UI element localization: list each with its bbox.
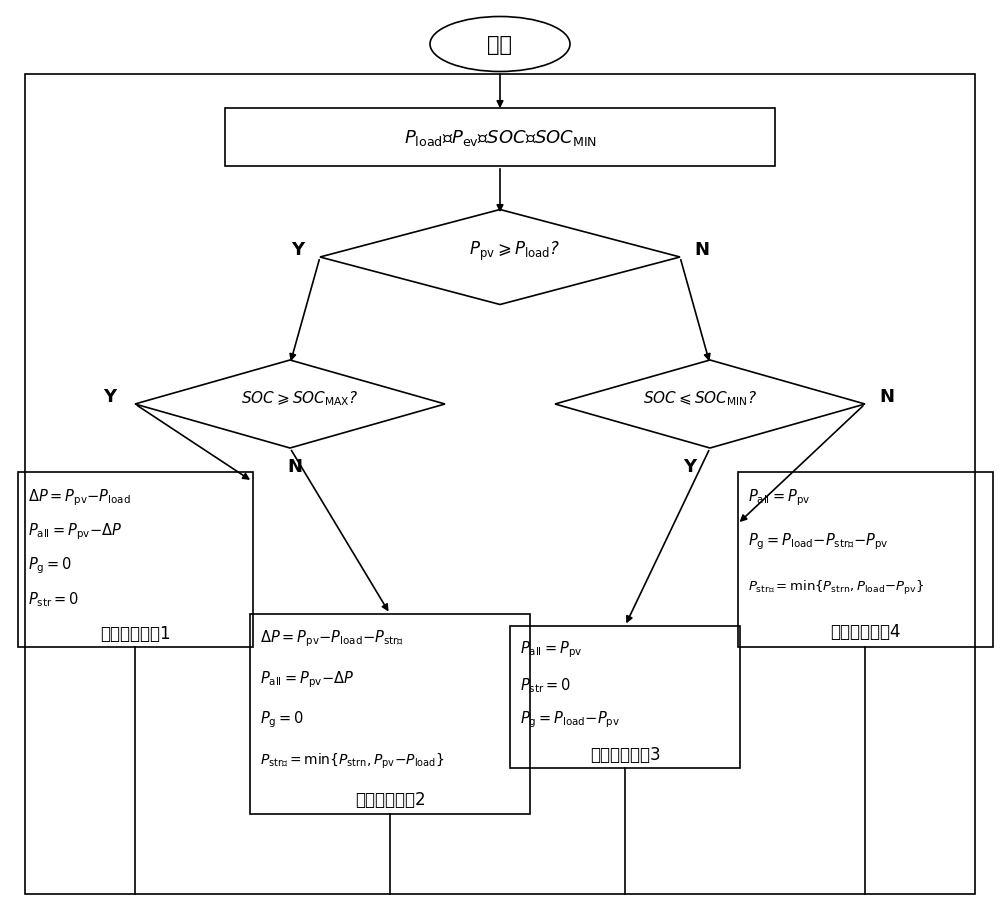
Bar bbox=[510, 627, 740, 768]
Text: $P_{\rm g}{=}P_{\rm load}{-}P_{\rm str\text{放}}{-}P_{\rm pv}$: $P_{\rm g}{=}P_{\rm load}{-}P_{\rm str\t… bbox=[748, 531, 888, 551]
Text: N: N bbox=[288, 458, 302, 475]
Text: $\Delta P{=}P_{\rm pv}{-}P_{\rm load}{-}P_{\rm str\text{充}}$: $\Delta P{=}P_{\rm pv}{-}P_{\rm load}{-}… bbox=[260, 628, 404, 649]
Text: $P_{\rm g}{=}0$: $P_{\rm g}{=}0$ bbox=[28, 555, 72, 575]
Text: $\mathit{SOC}\geqslant \mathit{SOC}_{\rm MAX}$?: $\mathit{SOC}\geqslant \mathit{SOC}_{\rm… bbox=[241, 390, 359, 408]
Text: 无车充电工况3: 无车充电工况3 bbox=[590, 745, 660, 763]
Text: $P_{\rm all}{=}P_{\rm pv}{-}\Delta P$: $P_{\rm all}{=}P_{\rm pv}{-}\Delta P$ bbox=[260, 669, 354, 689]
Text: 无车充电工况1: 无车充电工况1 bbox=[100, 624, 170, 642]
Text: 无车充电工况4: 无车充电工况4 bbox=[830, 622, 900, 641]
Text: Y: Y bbox=[683, 458, 697, 475]
Text: $P_{\rm all}{=}P_{\rm pv}$: $P_{\rm all}{=}P_{\rm pv}$ bbox=[748, 487, 810, 507]
Text: 无车充电工况2: 无车充电工况2 bbox=[355, 790, 425, 808]
Text: $P_{\rm g}{=}P_{\rm load}{-}P_{\rm pv}$: $P_{\rm g}{=}P_{\rm load}{-}P_{\rm pv}$ bbox=[520, 709, 620, 730]
Bar bbox=[18, 472, 253, 647]
Bar bbox=[25, 75, 975, 894]
Text: $\Delta P{=}P_{\rm pv}{-}P_{\rm load}$: $\Delta P{=}P_{\rm pv}{-}P_{\rm load}$ bbox=[28, 487, 130, 507]
Text: 开始: 开始 bbox=[488, 35, 512, 55]
Text: N: N bbox=[880, 388, 895, 405]
Text: $P_{\rm str\text{充}}{=}\min\{P_{\rm strn},P_{\rm pv}{-}P_{\rm load}\}$: $P_{\rm str\text{充}}{=}\min\{P_{\rm strn… bbox=[260, 751, 444, 770]
Text: $P_{\rm str}{=}0$: $P_{\rm str}{=}0$ bbox=[520, 675, 571, 695]
Text: $P_{\rm all}{=}P_{\rm pv}$: $P_{\rm all}{=}P_{\rm pv}$ bbox=[520, 639, 582, 660]
Text: $P_{\rm load}$、$P_{\rm ev}$、$\mathit{SOC}$、$\mathit{SOC}_{\rm MIN}$: $P_{\rm load}$、$P_{\rm ev}$、$\mathit{SOC… bbox=[404, 128, 596, 148]
Bar bbox=[738, 472, 992, 647]
Bar bbox=[225, 108, 775, 167]
Text: $P_{\rm all}{=}P_{\rm pv}{-}\Delta P$: $P_{\rm all}{=}P_{\rm pv}{-}\Delta P$ bbox=[28, 521, 122, 541]
Text: $\mathit{SOC}\leqslant \mathit{SOC}_{\rm MIN}$?: $\mathit{SOC}\leqslant \mathit{SOC}_{\rm… bbox=[643, 390, 757, 408]
Text: Y: Y bbox=[103, 388, 117, 405]
Text: N: N bbox=[694, 241, 710, 259]
Text: Y: Y bbox=[291, 241, 305, 259]
Text: $P_{\rm g}{=}0$: $P_{\rm g}{=}0$ bbox=[260, 709, 304, 730]
Text: $P_{\rm str\text{放}}{=}\min\{P_{\rm strn},P_{\rm load}{-}P_{\rm pv}\}$: $P_{\rm str\text{放}}{=}\min\{P_{\rm strn… bbox=[748, 578, 924, 596]
Bar bbox=[250, 614, 530, 814]
Text: $P_{\rm pv}\geqslant P_{\rm load}$?: $P_{\rm pv}\geqslant P_{\rm load}$? bbox=[469, 239, 561, 262]
Text: $P_{\rm str}{=}0$: $P_{\rm str}{=}0$ bbox=[28, 590, 79, 608]
